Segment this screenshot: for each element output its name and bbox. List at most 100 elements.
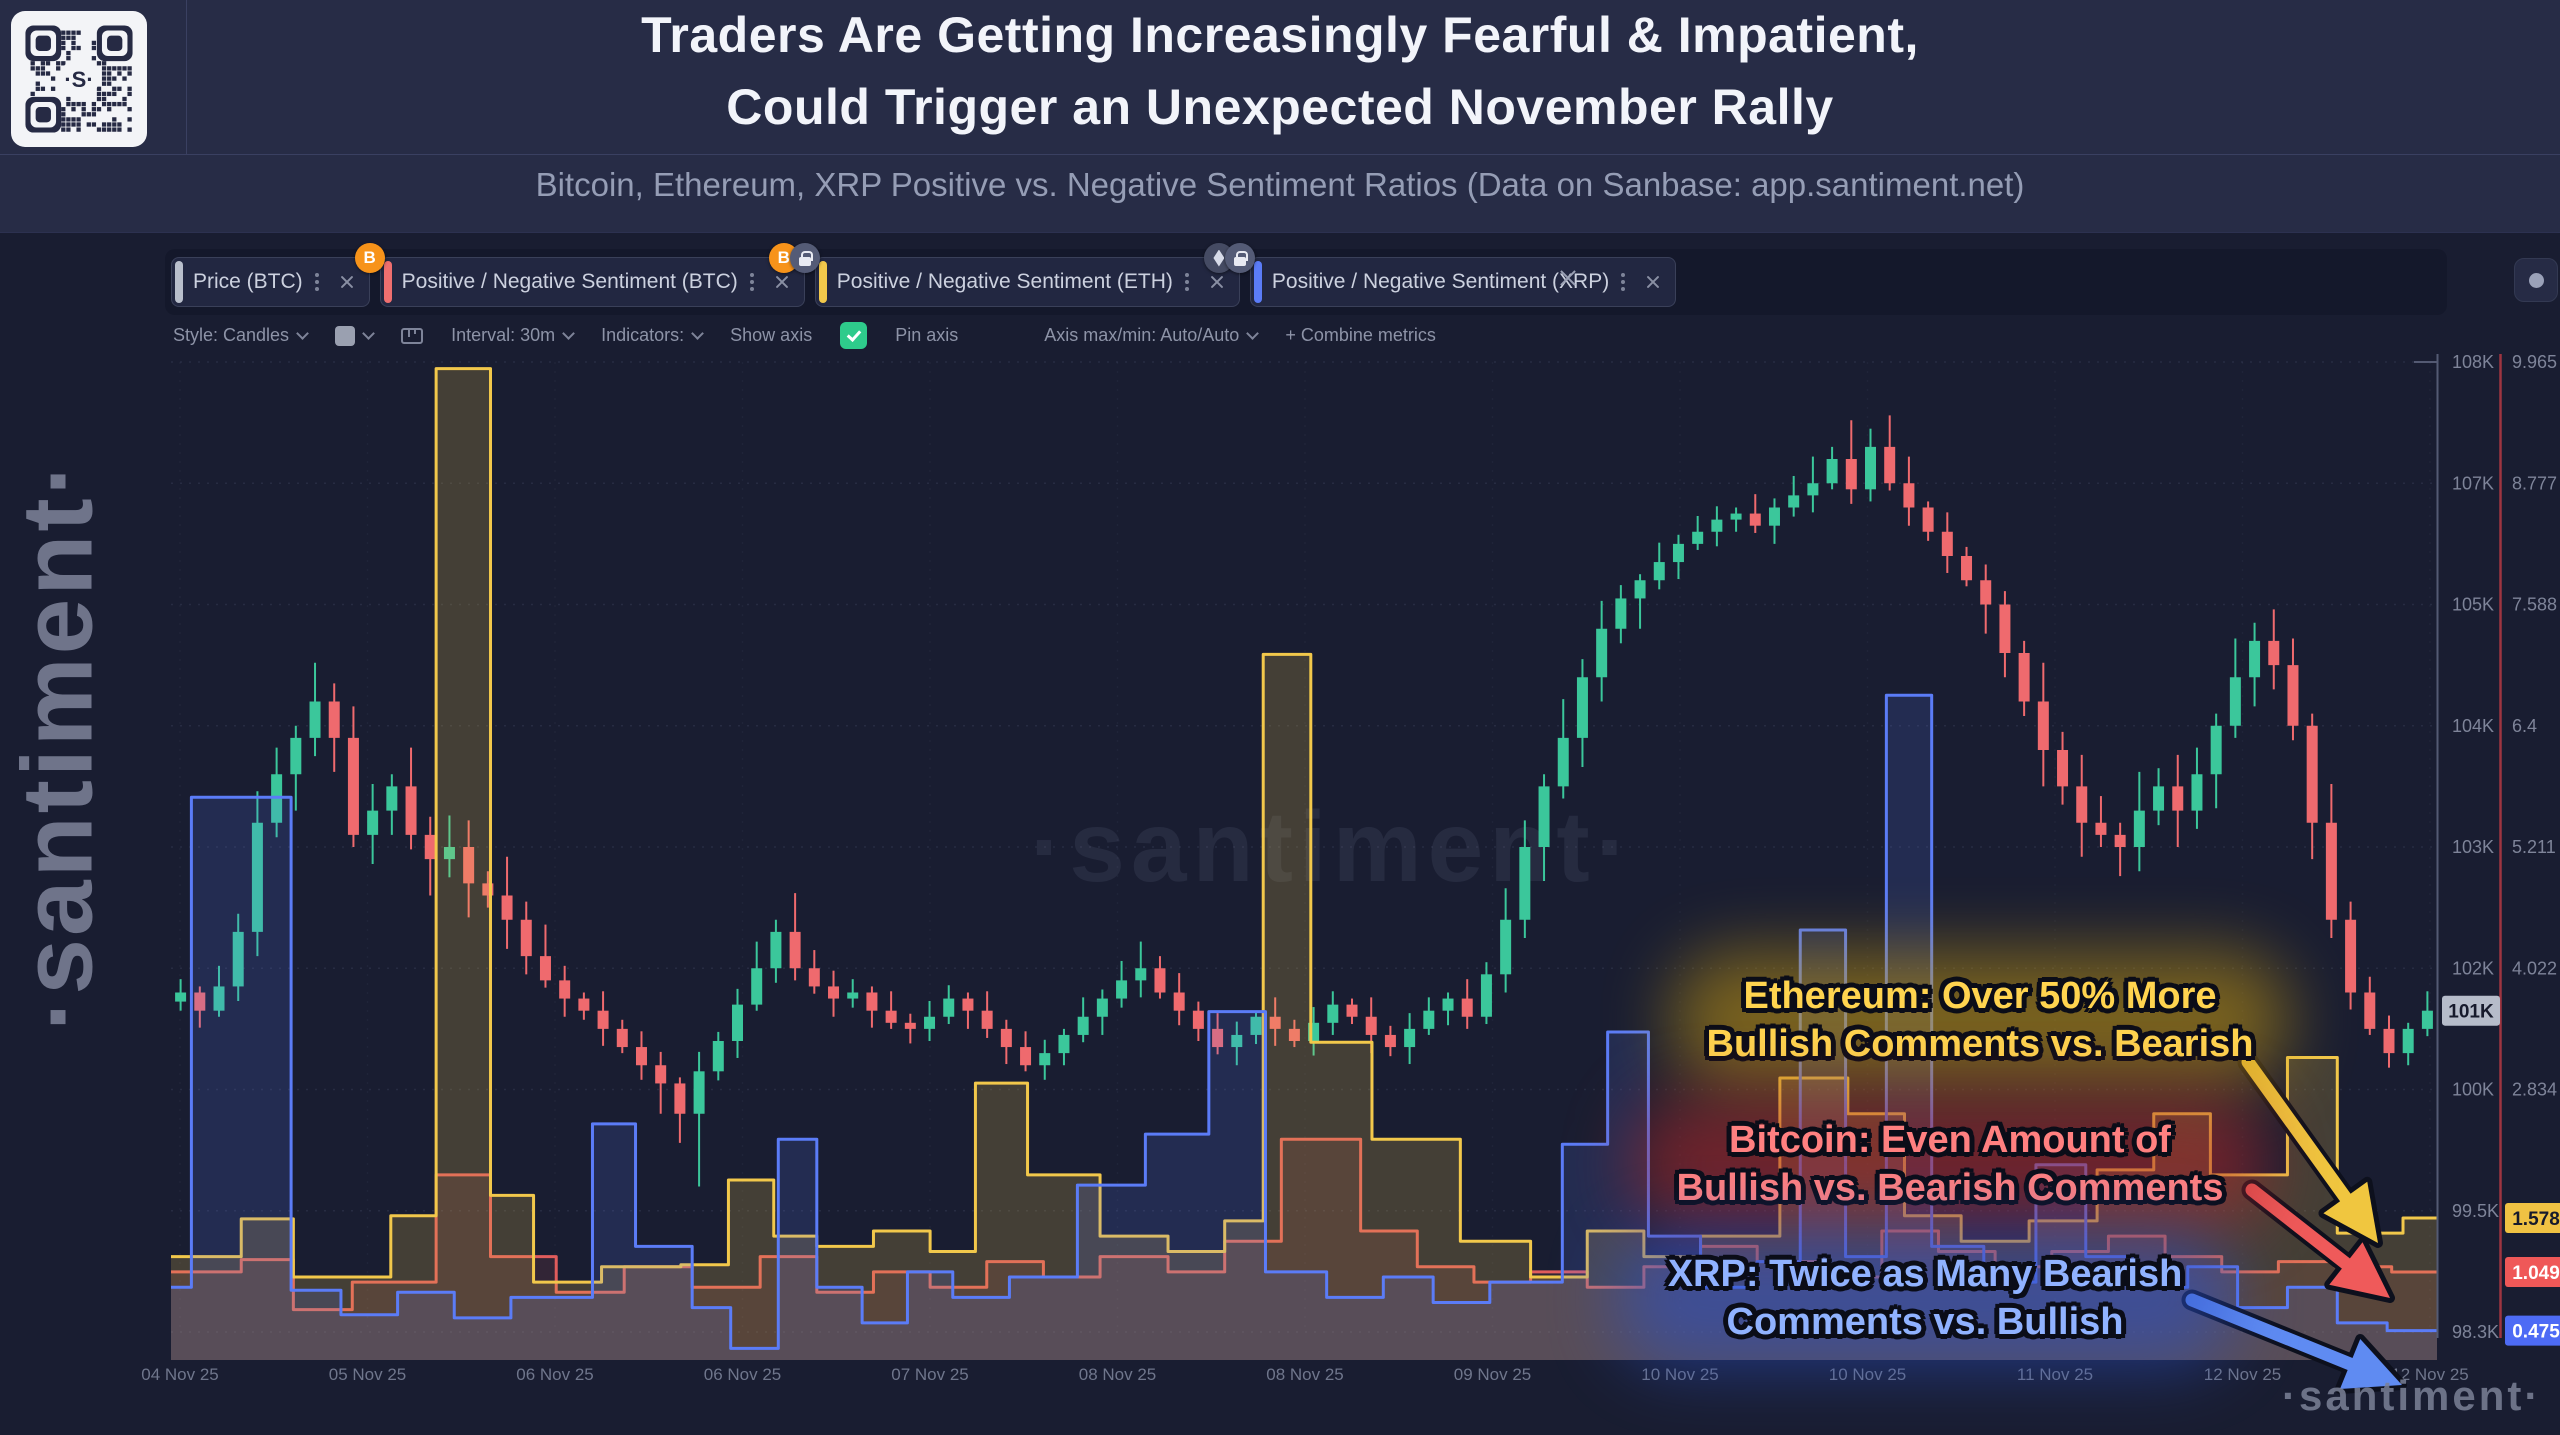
annotation-text: Ethereum: Over 50% More xyxy=(1743,975,2217,1017)
show-axis-label: Show axis xyxy=(730,325,813,345)
tab-color-bar xyxy=(383,261,392,303)
bitcoin-badge-icon: B xyxy=(354,243,385,273)
tab-price-btc[interactable]: Price (BTC) B xyxy=(171,243,385,307)
svg-text:1.049: 1.049 xyxy=(2512,1263,2560,1284)
annotation-text: Bullish Comments vs. Bearish xyxy=(1706,1023,2254,1065)
svg-text:10 Nov 25: 10 Nov 25 xyxy=(1829,1365,1907,1384)
svg-text:07 Nov 25: 07 Nov 25 xyxy=(891,1365,969,1384)
tab-menu-icon[interactable] xyxy=(1173,273,1201,291)
pin-axis-button[interactable]: Pin axis xyxy=(895,325,959,345)
chart-options-button[interactable] xyxy=(2514,258,2558,302)
price-axis-label: 108K xyxy=(2452,352,2494,372)
sentiment-axis-label: 7.588 xyxy=(2512,595,2557,615)
annotation-glow xyxy=(1632,1096,2268,1232)
tab-close-icon[interactable] xyxy=(1209,274,1225,290)
axis-badge xyxy=(2505,1315,2560,1346)
date-axis: 04 Nov 25 05 Nov 25 06 Nov 25 06 Nov 25 07 N… xyxy=(141,1365,2469,1384)
annotation-bitcoin: Bitcoin: Even Amount of Bullish vs. Bear… xyxy=(1632,1096,2268,1232)
price-axis-label: 99.5K xyxy=(2452,1201,2499,1221)
tab-menu-icon[interactable] xyxy=(303,273,331,291)
options-dot-icon xyxy=(2528,272,2544,288)
annotation-xrp: XRP: Twice as Many Bearish Comments vs. … xyxy=(1617,1230,2233,1366)
price-axis-label: 103K xyxy=(2452,837,2494,857)
chart-toolbar: Style: Candles Interval: 30m Indicators: Sh… xyxy=(173,322,1436,349)
page-subtitle: Bitcoin, Ethereum, XRP Positive vs. Nega… xyxy=(535,166,2025,203)
qr-code: ·S· xyxy=(11,11,147,147)
page-title-line1: Traders Are Getting Increasingly Fearful… xyxy=(641,7,1919,63)
tab-color-bar xyxy=(1253,261,1262,303)
annotation-ethereum: Ethereum: Over 50% More Bullish Comments… xyxy=(1672,952,2288,1088)
tab-menu-icon[interactable] xyxy=(738,273,766,291)
svg-text:101K: 101K xyxy=(2448,1002,2494,1023)
tab-close-icon[interactable] xyxy=(339,274,355,290)
sentiment-axis-label: 4.022 xyxy=(2512,958,2557,978)
svg-text:·S·: ·S· xyxy=(64,67,93,92)
price-axis-label: 105K xyxy=(2452,595,2494,615)
tab-asset-badges: B xyxy=(354,243,385,273)
tab-asset-badges xyxy=(1203,243,1255,273)
tab-menu-icon[interactable] xyxy=(1609,273,1637,291)
axis-maxmin-selector[interactable]: Axis max/min: Auto/Auto xyxy=(1044,325,1260,346)
axis-badge xyxy=(2505,1202,2560,1233)
axis-badge xyxy=(2442,995,2500,1026)
tab-color-bar xyxy=(818,261,827,303)
tab-close-icon[interactable] xyxy=(774,274,790,290)
tab-sentiment-eth[interactable]: Positive / Negative Sentiment (ETH) xyxy=(814,243,1255,307)
sentiment-axis-label: 9.965 xyxy=(2512,352,2557,372)
axis-value-badges: 101K 1.578 1.049 0.475 xyxy=(2442,995,2560,1346)
tab-label: Positive / Negative Sentiment (BTC) xyxy=(401,270,738,293)
tab-close-icon[interactable] xyxy=(1645,274,1661,290)
annotation-text: XRP: Twice as Many Bearish xyxy=(1667,1253,2183,1295)
btc-price-candles xyxy=(175,415,2433,1187)
svg-text:0.475: 0.475 xyxy=(2512,1322,2560,1343)
show-axis-checkbox[interactable] xyxy=(840,322,868,349)
style-selector[interactable]: Style: Candles xyxy=(173,325,309,346)
sentiment-axis-label: 8.777 xyxy=(2512,473,2557,493)
svg-text:06 Nov 25: 06 Nov 25 xyxy=(516,1365,594,1384)
tab-sentiment-btc[interactable]: Positive / Negative Sentiment (BTC) B xyxy=(379,243,820,307)
header-divider-vertical xyxy=(186,0,187,154)
axis-badge xyxy=(2505,1256,2560,1287)
price-axis-label: 102K xyxy=(2452,958,2494,978)
lock-icon xyxy=(789,243,820,273)
color-swatch-selector[interactable] xyxy=(335,325,375,346)
annotation-text: Bitcoin: Even Amount of xyxy=(1729,1119,2171,1161)
annotation-arrows xyxy=(2181,1051,2407,1395)
header: ·S· Traders Are Getting Increasingly Fea… xyxy=(0,0,2560,233)
tab-label: Positive / Negative Sentiment (ETH) xyxy=(836,270,1173,293)
axis-format-icon[interactable] xyxy=(401,327,424,344)
interval-selector[interactable]: Interval: 30m xyxy=(451,325,575,346)
price-axis-label: 107K xyxy=(2452,473,2494,493)
combine-metrics-button[interactable]: + Combine metrics xyxy=(1285,325,1436,345)
tab-color-bar xyxy=(175,261,183,303)
tab-sentiment-xrp[interactable]: Positive / Negative Sentiment (XRP) xyxy=(1249,257,1677,307)
annotation-text: Bullish vs. Bearish Comments xyxy=(1676,1167,2224,1209)
price-axis-label: 104K xyxy=(2452,716,2494,736)
tab-asset-badges: B xyxy=(768,243,820,273)
svg-text:12 Nov 25: 12 Nov 25 xyxy=(2204,1365,2282,1384)
lock-icon xyxy=(1224,243,1255,273)
tab-label: Price (BTC) xyxy=(193,270,303,293)
watermark-bottom-right: ·santiment· xyxy=(2282,1372,2542,1419)
svg-text:08 Nov 25: 08 Nov 25 xyxy=(1079,1365,1157,1384)
annotation-glow xyxy=(1672,952,2288,1088)
svg-text:05 Nov 25: 05 Nov 25 xyxy=(329,1365,407,1384)
sentiment-axis-label: 5.211 xyxy=(2512,837,2556,857)
close-all-tabs-icon[interactable] xyxy=(1558,268,1578,288)
annotation-text: Comments vs. Bullish xyxy=(1726,1301,2124,1343)
price-axis-label: 100K xyxy=(2452,1080,2494,1100)
header-divider-horizontal xyxy=(0,154,2560,155)
svg-text:09 Nov 25: 09 Nov 25 xyxy=(1454,1365,1532,1384)
right-axes[interactable]: 108K 107K 105K 104K 103K 102K 100K 99.5K 98.3K 9.… xyxy=(2414,352,2557,1342)
svg-text:12 Nov 25: 12 Nov 25 xyxy=(2391,1365,2469,1384)
price-axis-label: 98.3K xyxy=(2452,1322,2499,1342)
svg-text:04 Nov 25: 04 Nov 25 xyxy=(141,1365,219,1384)
indicators-selector[interactable]: Indicators: xyxy=(601,325,705,346)
svg-text:08 Nov 25: 08 Nov 25 xyxy=(1266,1365,1344,1384)
page-title-line2: Could Trigger an Unexpected November Ral… xyxy=(726,79,1834,135)
svg-text:1.578: 1.578 xyxy=(2512,1209,2560,1230)
svg-text:11 Nov 25: 11 Nov 25 xyxy=(2017,1365,2093,1384)
annotation-glow xyxy=(1617,1230,2233,1366)
metric-tabs: Price (BTC) B Positive / Negative Sentimen… xyxy=(171,243,1677,307)
